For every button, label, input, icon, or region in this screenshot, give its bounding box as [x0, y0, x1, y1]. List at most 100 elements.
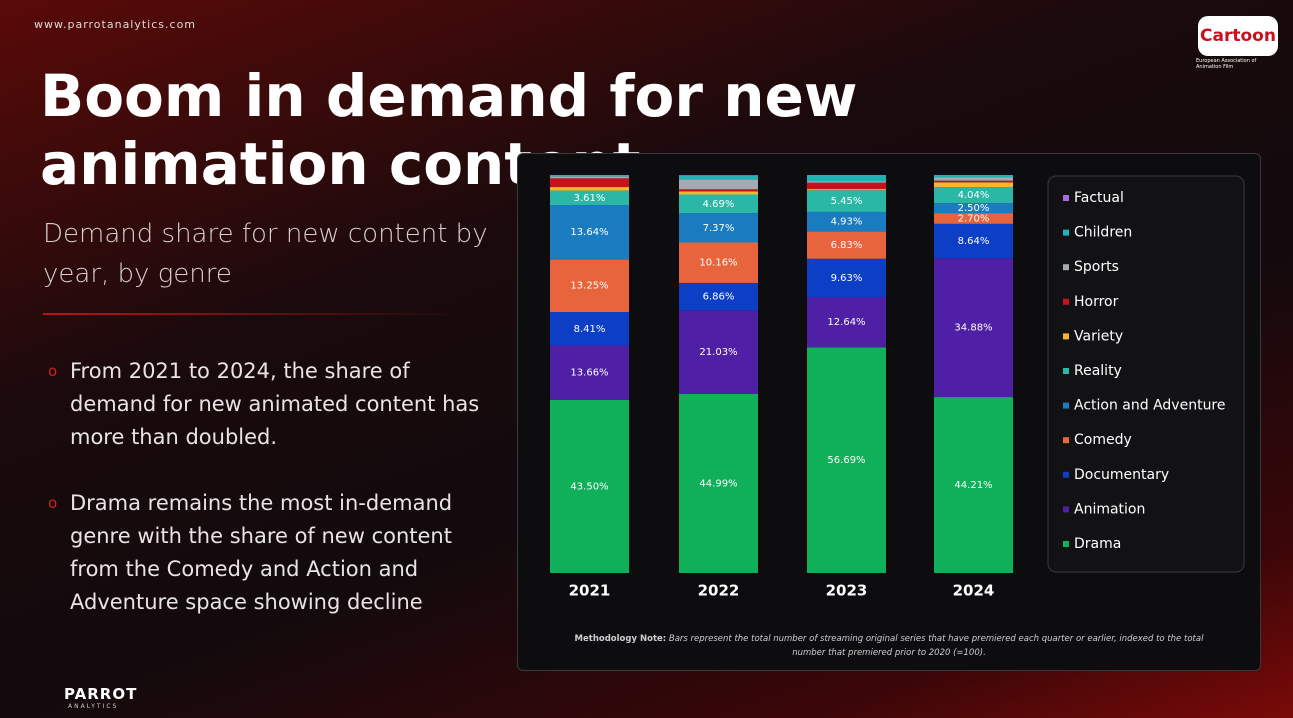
bar-segment [807, 297, 886, 348]
bar-segment [550, 259, 629, 313]
bar-segment [807, 175, 886, 176]
bar-segment [807, 347, 886, 573]
legend-swatch [1063, 506, 1069, 513]
data-label: 4.69% [703, 199, 735, 210]
bar-segment [679, 310, 758, 394]
bar-segment [679, 191, 758, 195]
data-label: 8.41% [574, 324, 606, 335]
bar-segment [679, 189, 758, 192]
legend-label: Children [1074, 225, 1132, 241]
legend-swatch [1063, 264, 1069, 271]
data-label: 34.88% [954, 323, 992, 334]
bar-segment [679, 393, 758, 573]
bar-segment [550, 175, 629, 176]
legend-label: Sports [1074, 259, 1119, 275]
data-label: 4.93% [831, 217, 863, 228]
cartoon-logo-text: Cartoon [1200, 26, 1276, 46]
data-label: 10.16% [699, 258, 737, 269]
bar-segment [934, 175, 1013, 176]
bar-segment [807, 211, 886, 232]
note-text: Bars represent the total number of strea… [668, 634, 1204, 658]
divider [43, 313, 463, 315]
data-label: 43.50% [570, 481, 608, 492]
bar-segment [550, 205, 629, 260]
data-label: 7.37% [703, 223, 735, 234]
data-label: 9.63% [831, 273, 863, 284]
data-label: 21.03% [699, 347, 737, 358]
parrot-name: PARROT [64, 685, 138, 703]
chart-panel: 43.50% 13.66% 8.41% 13.25% 13.64% 3.61% 2021 44… [517, 153, 1261, 671]
cartoon-subtitle: European Association of Animation Film [1196, 58, 1257, 70]
bar-segment [550, 175, 629, 177]
bullet: Drama remains the most in-demand genre w… [48, 487, 500, 619]
bar-segment [679, 179, 758, 190]
bar-segment [550, 178, 629, 188]
bar-segment [550, 345, 629, 400]
bar-segment [934, 177, 1013, 181]
legend-label: Action and Adventure [1074, 398, 1226, 414]
url: www.parrotanalytics.com [34, 18, 197, 31]
bar-segment [934, 182, 1013, 188]
legend-box [1047, 175, 1245, 573]
legend-label: Documentary [1074, 467, 1169, 483]
data-label: 6.86% [703, 292, 735, 303]
bar-segment [807, 189, 886, 191]
bar-segment [679, 213, 758, 243]
bar-segment [550, 399, 629, 573]
bar-segment [934, 175, 1013, 178]
legend-label: Comedy [1074, 432, 1132, 448]
legend-swatch [1063, 402, 1069, 409]
legend-swatch [1063, 195, 1069, 201]
data-label: 2.50% [958, 203, 990, 214]
bar-segment [679, 282, 758, 311]
parrot-logo: PARROT ANALYTICS [36, 684, 137, 710]
bar-segment [807, 182, 886, 190]
data-label: 13.64% [570, 227, 608, 238]
note-label: Methodology Note: [574, 634, 667, 644]
legend-label: Animation [1074, 501, 1145, 517]
bar-segment [807, 190, 886, 212]
legend-label: Drama [1074, 536, 1121, 552]
data-label: 4.04% [958, 190, 990, 201]
legend-swatch [1063, 229, 1069, 236]
x-tick-label: 2021 [569, 582, 611, 600]
bar-segment [934, 180, 1013, 183]
bar-segment [934, 397, 1013, 573]
bar-segment [934, 213, 1013, 224]
bar-segment [550, 187, 629, 191]
bar-segment [550, 190, 629, 206]
legend-swatch [1063, 333, 1069, 340]
x-tick-label: 2022 [698, 582, 740, 600]
bar-segment [679, 175, 758, 176]
legend-label: Variety [1074, 328, 1123, 344]
bar-segment [934, 187, 1013, 204]
legend-swatch [1063, 298, 1069, 305]
legend-label: Reality [1074, 363, 1122, 379]
bar-segment [807, 258, 886, 298]
legend-label: Horror [1074, 294, 1119, 310]
data-label: 12.64% [827, 317, 865, 328]
legend-swatch [1063, 437, 1069, 444]
bar-segment [807, 175, 886, 182]
data-label: 44.21% [954, 480, 992, 491]
bar-segment [679, 242, 758, 283]
data-label: 56.69% [827, 455, 865, 466]
bullet: From 2021 to 2024, the share of demand f… [48, 355, 500, 454]
data-label: 13.25% [570, 281, 608, 292]
bar-segment [934, 258, 1013, 398]
bar-segment [807, 181, 886, 183]
methodology-note: Methodology Note: Bars represent the tot… [558, 632, 1220, 660]
data-label: 6.83% [831, 240, 863, 251]
bar-segment [934, 203, 1013, 214]
data-label: 5.45% [831, 196, 863, 207]
data-label: 8.64% [958, 236, 990, 247]
legend-label: Factual [1074, 190, 1124, 206]
x-tick-label: 2024 [953, 582, 995, 600]
legend-swatch [1063, 471, 1069, 478]
x-tick-label: 2023 [826, 582, 868, 600]
legend-swatch [1063, 541, 1069, 547]
bar-segment [934, 223, 1013, 259]
data-label: 44.99% [699, 478, 737, 489]
data-label: 2.70% [958, 213, 990, 224]
